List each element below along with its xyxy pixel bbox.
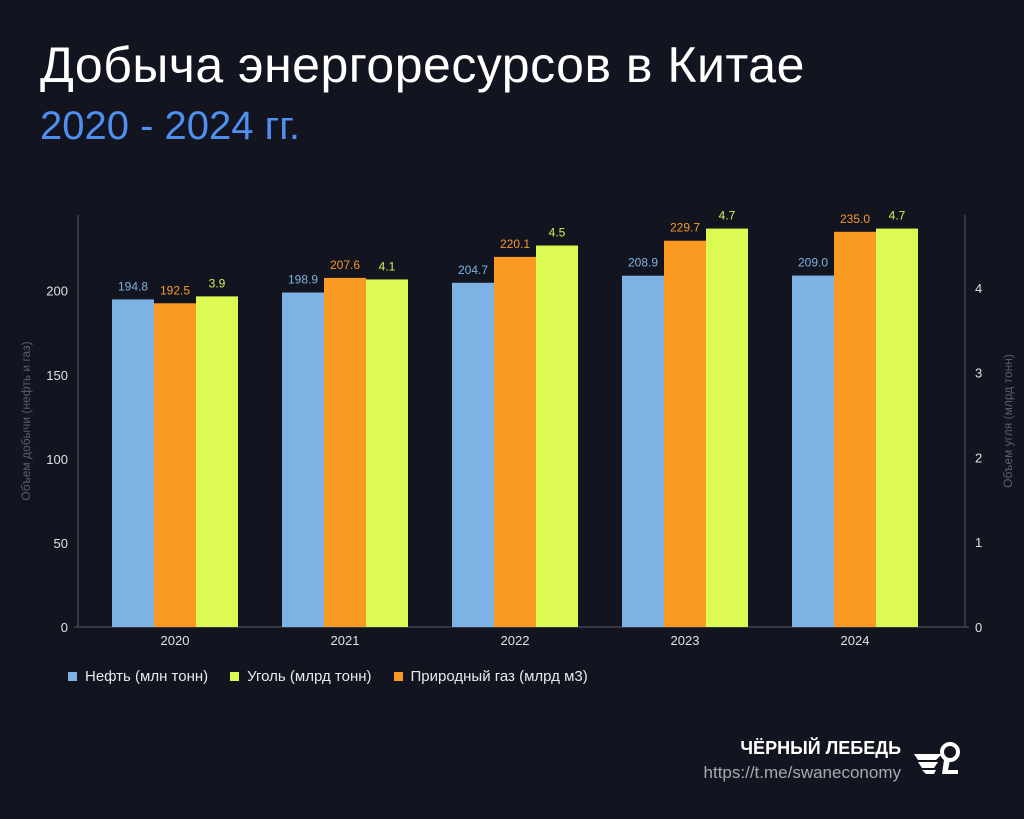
y-tick-label: 200 — [46, 284, 68, 299]
legend-item-oil: Нефть (млн тонн) — [68, 668, 208, 685]
brand-url[interactable]: https://t.me/swaneconomy — [703, 763, 901, 782]
data-label: 220.1 — [500, 237, 530, 251]
x-tick-label: 2023 — [671, 633, 700, 648]
legend-swatch — [393, 672, 403, 681]
bar — [282, 292, 324, 627]
data-label: 4.1 — [379, 259, 396, 273]
page-subtitle: 2020 - 2024 гг. — [40, 104, 301, 148]
x-tick-label: 2021 — [331, 633, 360, 648]
data-label: 229.7 — [670, 221, 700, 235]
bar — [366, 279, 408, 627]
swan-logo-icon — [914, 742, 960, 774]
y2-tick-label: 4 — [975, 281, 982, 296]
y-tick-label: 0 — [61, 620, 68, 635]
x-tick-label: 2020 — [161, 633, 190, 648]
y-tick-label: 100 — [46, 452, 68, 467]
legend-item-gas: Природный газ (млрд м3) — [393, 668, 588, 685]
legend: Нефть (млн тонн) Уголь (млрд тонн) Приро… — [68, 668, 588, 685]
bar — [112, 299, 154, 627]
data-label: 207.6 — [330, 258, 360, 272]
legend-swatch — [230, 672, 240, 681]
page-title: Добыча энергоресурсов в Китае — [40, 37, 805, 93]
y2-tick-label: 1 — [975, 535, 982, 550]
bar — [876, 228, 918, 627]
legend-item-coal: Уголь (млрд тонн) — [230, 668, 372, 685]
bar — [324, 277, 366, 627]
brand-name: ЧЁРНЫЙ ЛЕБЕДЬ — [740, 738, 901, 758]
data-label: 3.9 — [209, 276, 226, 290]
bar — [536, 245, 578, 627]
bar — [452, 282, 494, 627]
y-tick-label: 50 — [54, 536, 68, 551]
y2-axis-label: Объем угля (млрд тонн) — [1001, 354, 1015, 488]
brand-block: ЧЁРНЫЙ ЛЕБЕДЬ https://t.me/swaneconomy — [704, 738, 901, 783]
data-label: 209.0 — [798, 256, 828, 270]
data-label: 198.9 — [288, 273, 318, 287]
x-tick-label: 2024 — [841, 633, 870, 648]
bar — [834, 231, 876, 627]
legend-swatch — [68, 672, 77, 681]
data-label: 192.5 — [160, 283, 190, 297]
data-label: 235.0 — [840, 212, 870, 226]
data-label: 204.7 — [458, 263, 488, 277]
legend-label: Уголь (млрд тонн) — [247, 668, 372, 685]
data-label: 4.7 — [889, 209, 906, 223]
y2-tick-label: 3 — [975, 366, 982, 381]
data-label: 4.7 — [719, 209, 736, 223]
bar — [664, 240, 706, 627]
y2-tick-label: 0 — [975, 620, 982, 635]
data-label: 194.8 — [118, 279, 148, 293]
bar — [154, 303, 196, 627]
legend-label: Природный газ (млрд м3) — [410, 668, 588, 685]
bar — [196, 296, 238, 627]
legend-label: Нефть (млн тонн) — [85, 668, 209, 685]
y-tick-label: 150 — [46, 368, 68, 383]
bar — [494, 256, 536, 627]
bar — [622, 275, 664, 627]
x-tick-label: 2022 — [501, 633, 530, 648]
y2-tick-label: 2 — [975, 450, 982, 465]
data-label: 208.9 — [628, 256, 658, 270]
y-axis-label: Объем добычи (нефть и газ) — [19, 341, 33, 500]
bar — [706, 228, 748, 627]
data-label: 4.5 — [549, 226, 566, 240]
bar — [792, 275, 834, 627]
